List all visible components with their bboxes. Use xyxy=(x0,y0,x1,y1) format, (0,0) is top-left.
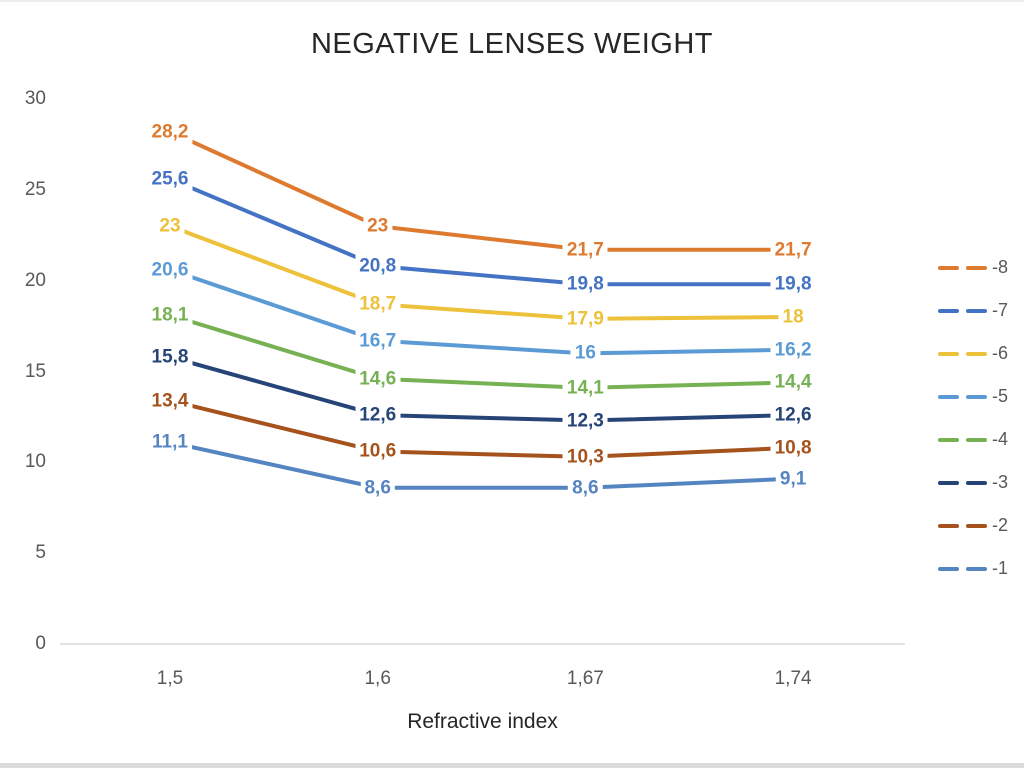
legend-item--8: -8 xyxy=(938,246,1024,289)
data-label--1: 9,1 xyxy=(775,467,811,491)
data-label--2: 10,3 xyxy=(562,445,608,469)
legend-dash-icon xyxy=(938,394,959,399)
data-label--7: 20,8 xyxy=(355,254,401,278)
legend-item--7: -7 xyxy=(938,289,1024,332)
legend-item--2: -2 xyxy=(938,504,1024,547)
data-label--7: 25,6 xyxy=(147,167,193,191)
data-label--3: 12,3 xyxy=(562,409,608,433)
data-label--5: 16,7 xyxy=(355,329,401,353)
data-label--5: 16,2 xyxy=(770,338,816,362)
series-line--7 xyxy=(168,176,796,287)
data-label--2: 10,8 xyxy=(770,436,816,460)
series-line--1 xyxy=(168,440,796,490)
data-label--2: 13,4 xyxy=(147,389,193,413)
legend-dash-icon xyxy=(938,566,959,571)
data-label--4: 14,6 xyxy=(355,367,401,391)
y-tick-label: 0 xyxy=(35,633,46,654)
data-label--7: 19,8 xyxy=(562,272,608,296)
legend-label: -8 xyxy=(992,257,1009,277)
data-label--1: 8,6 xyxy=(360,476,395,500)
legend-dash-icon xyxy=(966,566,987,571)
data-label--8: 21,7 xyxy=(770,238,816,262)
data-label--4: 14,1 xyxy=(562,376,608,400)
legend-dash-icon xyxy=(938,437,959,442)
data-label--1: 11,1 xyxy=(148,430,192,454)
data-label--6: 18,7 xyxy=(355,292,401,316)
data-label--3: 12,6 xyxy=(355,403,401,427)
series-line--8 xyxy=(168,129,796,252)
data-label--5: 16 xyxy=(570,341,600,365)
legend-label: -5 xyxy=(992,386,1009,406)
legend-item--4: -4 xyxy=(938,418,1024,461)
x-tick-label: 1,6 xyxy=(364,668,391,689)
y-tick-label: 20 xyxy=(24,269,46,291)
legend-label: -3 xyxy=(992,472,1009,492)
legend-dash-icon xyxy=(938,351,959,356)
x-tick-label: 1,74 xyxy=(774,668,812,689)
legend-dash-icon xyxy=(966,523,987,528)
x-tick-label: 1,67 xyxy=(566,668,604,689)
data-label--3: 15,8 xyxy=(147,345,193,369)
data-label--6: 18 xyxy=(778,305,808,329)
series-line--6 xyxy=(168,224,796,321)
legend-dash-icon xyxy=(938,265,959,270)
legend-dash-icon xyxy=(966,437,987,442)
bottom-border xyxy=(0,763,1024,768)
series-line--5 xyxy=(168,267,796,356)
y-tick-label: 30 xyxy=(24,88,46,109)
data-label--7: 19,8 xyxy=(770,272,816,296)
data-label--2: 10,6 xyxy=(355,439,401,463)
legend-dash-icon xyxy=(938,308,959,313)
data-label--6: 17,9 xyxy=(562,307,608,331)
data-label--8: 28,2 xyxy=(147,120,193,144)
chart-title: NEGATIVE LENSES WEIGHT xyxy=(310,28,714,60)
legend-item--3: -3 xyxy=(938,461,1024,504)
x-tick-label: 1,5 xyxy=(156,668,184,689)
x-axis-title: Refractive index xyxy=(407,710,558,733)
data-label--6: 23 xyxy=(155,214,185,238)
legend-item--6: -6 xyxy=(938,332,1024,375)
data-label--8: 21,7 xyxy=(562,238,608,262)
series-line--2 xyxy=(168,398,796,459)
y-tick-label: 10 xyxy=(24,451,46,473)
series-line--4 xyxy=(168,313,796,390)
legend-label: -2 xyxy=(992,515,1009,535)
data-label--1: 8,6 xyxy=(568,476,603,500)
legend-dash-icon xyxy=(966,308,987,313)
data-label--5: 20,6 xyxy=(147,258,193,282)
legend-dash-icon xyxy=(938,480,959,485)
legend-dash-icon xyxy=(938,523,959,528)
legend-dash-icon xyxy=(966,351,987,356)
series-line--3 xyxy=(168,354,796,423)
legend-label: -6 xyxy=(992,343,1009,363)
y-tick-label: 15 xyxy=(24,360,46,382)
legend-item--1: -1 xyxy=(938,547,1024,590)
legend-label: -4 xyxy=(992,429,1009,449)
legend-dash-icon xyxy=(966,265,987,270)
y-tick-label: 25 xyxy=(24,178,46,200)
y-tick-label: 5 xyxy=(35,542,46,564)
legend-dash-icon xyxy=(966,480,987,485)
legend: -8 -7 -6 -5 -4 -3 -2 -1 xyxy=(938,246,1024,590)
legend-dash-icon xyxy=(966,394,987,399)
data-label--3: 12,6 xyxy=(770,403,816,427)
legend-label: -7 xyxy=(992,300,1009,320)
data-label--8: 23 xyxy=(363,214,393,238)
legend-item--5: -5 xyxy=(938,375,1024,418)
data-label--4: 18,1 xyxy=(147,303,193,327)
legend-label: -1 xyxy=(992,558,1009,578)
data-label--4: 14,4 xyxy=(770,370,816,394)
